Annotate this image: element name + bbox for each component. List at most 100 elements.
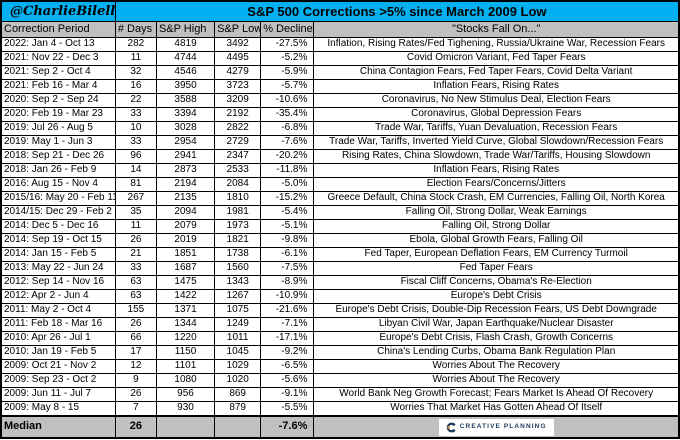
period-cell: 2011: May 2 - Oct 4: [0, 303, 116, 318]
decline-cell: -27.5%: [260, 37, 315, 52]
sp-high-cell: 1101: [155, 359, 216, 374]
decline-cell: -5.6%: [260, 373, 315, 388]
table-row: 2010: Apr 26 - Jul 1 66 1220 1011 -17.1% Euro…: [0, 331, 680, 346]
decline-cell: -10.9%: [260, 289, 315, 304]
column-header-row: Correction Period # Days S&P High S&P Lo…: [0, 21, 680, 38]
days-cell: 9: [114, 373, 157, 388]
decline-cell: -20.2%: [260, 149, 315, 164]
sp-high-cell: 2079: [155, 219, 216, 234]
days-cell: 14: [114, 163, 157, 178]
decline-cell: -5.0%: [260, 177, 315, 192]
median-logo-cell: CREATIVE PLANNING: [313, 415, 680, 439]
days-cell: 10: [114, 121, 157, 136]
period-cell: 2014: Dec 5 - Dec 16: [0, 219, 116, 234]
sp-low-cell: 1029: [214, 359, 262, 374]
sp-low-cell: 1075: [214, 303, 262, 318]
sp-low-cell: 1560: [214, 261, 262, 276]
table-row: 2020: Feb 19 - Mar 23 33 3394 2192 -35.4% Cor…: [0, 107, 680, 122]
period-cell: 2016: Aug 15 - Nov 4: [0, 177, 116, 192]
decline-cell: -6.8%: [260, 121, 315, 136]
median-low: [214, 415, 262, 439]
table-row: 2018: Jan 26 - Feb 9 14 2873 2533 -11.8% Infl…: [0, 163, 680, 178]
reason-cell: Inflation Fears, Rising Rates: [313, 79, 680, 94]
sp-low-cell: 3209: [214, 93, 262, 108]
sp-high-cell: 956: [155, 387, 216, 402]
period-cell: 2021: Sep 2 - Oct 4: [0, 65, 116, 80]
table-row: 2011: May 2 - Oct 4 155 1371 1075 -21.6% Euro…: [0, 303, 680, 318]
table-row: 2011: Feb 18 - Mar 16 26 1344 1249 -7.1% Liby…: [0, 317, 680, 332]
col-header-days: # Days: [114, 21, 157, 38]
period-cell: 2019: May 1 - Jun 3: [0, 135, 116, 150]
decline-cell: -6.1%: [260, 247, 315, 262]
days-cell: 96: [114, 149, 157, 164]
days-cell: 21: [114, 247, 157, 262]
reason-cell: Fed Taper, European Deflation Fears, EM …: [313, 247, 680, 262]
sp-high-cell: 3950: [155, 79, 216, 94]
days-cell: 81: [114, 177, 157, 192]
days-cell: 33: [114, 107, 157, 122]
table-row: 2010: Jan 19 - Feb 5 17 1150 1045 -9.2% China…: [0, 345, 680, 360]
sp-low-cell: 4279: [214, 65, 262, 80]
days-cell: 267: [114, 191, 157, 206]
reason-cell: Falling Oil, Strong Dollar: [313, 219, 680, 234]
period-cell: 2014/15: Dec 29 - Feb 2: [0, 205, 116, 220]
period-cell: 2021: Feb 16 - Mar 4: [0, 79, 116, 94]
period-cell: 2011: Feb 18 - Mar 16: [0, 317, 116, 332]
days-cell: 282: [114, 37, 157, 52]
sp-low-cell: 1267: [214, 289, 262, 304]
median-high: [155, 415, 216, 439]
median-label: Median: [0, 415, 116, 439]
sp-high-cell: 2194: [155, 177, 216, 192]
table-row: 2020: Sep 2 - Sep 24 22 3588 3209 -10.6% Coro…: [0, 93, 680, 108]
sp-low-cell: 1249: [214, 317, 262, 332]
days-cell: 33: [114, 261, 157, 276]
sp-low-cell: 869: [214, 387, 262, 402]
days-cell: 26: [114, 233, 157, 248]
period-cell: 2014: Jan 15 - Feb 5: [0, 247, 116, 262]
sp-low-cell: 2084: [214, 177, 262, 192]
sp-high-cell: 1371: [155, 303, 216, 318]
sp-high-cell: 2954: [155, 135, 216, 150]
sp-high-cell: 3588: [155, 93, 216, 108]
sp-low-cell: 1821: [214, 233, 262, 248]
col-header-reason: "Stocks Fall On...": [313, 21, 680, 38]
decline-cell: -9.8%: [260, 233, 315, 248]
decline-cell: -11.8%: [260, 163, 315, 178]
period-cell: 2014: Sep 19 - Oct 15: [0, 233, 116, 248]
days-cell: 66: [114, 331, 157, 346]
sp-low-cell: 2533: [214, 163, 262, 178]
reason-cell: Inflation, Rising Rates/Fed Tighening, R…: [313, 37, 680, 52]
reason-cell: Trade War, Tariffs, Yuan Devaluation, Re…: [313, 121, 680, 136]
col-header-high: S&P High: [155, 21, 216, 38]
decline-cell: -15.2%: [260, 191, 315, 206]
table-row: 2022: Jan 4 - Oct 13 282 4819 3492 -27.5% Inf…: [0, 37, 680, 52]
decline-cell: -5.2%: [260, 51, 315, 66]
sp-high-cell: 4546: [155, 65, 216, 80]
reason-cell: Coronavirus, Global Depression Fears: [313, 107, 680, 122]
decline-cell: -7.5%: [260, 261, 315, 276]
period-cell: 2013: May 22 - Jun 24: [0, 261, 116, 276]
sp-high-cell: 2941: [155, 149, 216, 164]
sp-low-cell: 1810: [214, 191, 262, 206]
reason-cell: Worries About The Recovery: [313, 359, 680, 374]
period-cell: 2010: Apr 26 - Jul 1: [0, 331, 116, 346]
decline-cell: -9.1%: [260, 387, 315, 402]
author-handle: @CharlieBilello: [0, 0, 116, 22]
reason-cell: Ebola, Global Growth Fears, Falling Oil: [313, 233, 680, 248]
table-row: 2021: Feb 16 - Mar 4 16 3950 3723 -5.7% Infla…: [0, 79, 680, 94]
decline-cell: -21.6%: [260, 303, 315, 318]
reason-cell: China's Lending Curbs, Obama Bank Regula…: [313, 345, 680, 360]
decline-cell: -17.1%: [260, 331, 315, 346]
reason-cell: Covid Omicron Variant, Fed Taper Fears: [313, 51, 680, 66]
decline-cell: -5.7%: [260, 79, 315, 94]
sp-high-cell: 930: [155, 401, 216, 417]
period-cell: 2018: Sep 21 - Dec 26: [0, 149, 116, 164]
period-cell: 2012: Apr 2 - Jun 4: [0, 289, 116, 304]
sp-high-cell: 1851: [155, 247, 216, 262]
reason-cell: Europe's Debt Crisis, Flash Crash, Growt…: [313, 331, 680, 346]
sp-high-cell: 1687: [155, 261, 216, 276]
table-row: 2009: May 8 - 15 7 930 879 -5.5% Worries That…: [0, 401, 680, 417]
reason-cell: Inflation Fears, Rising Rates: [313, 163, 680, 178]
sp-low-cell: 1343: [214, 275, 262, 290]
sp-low-cell: 2192: [214, 107, 262, 122]
